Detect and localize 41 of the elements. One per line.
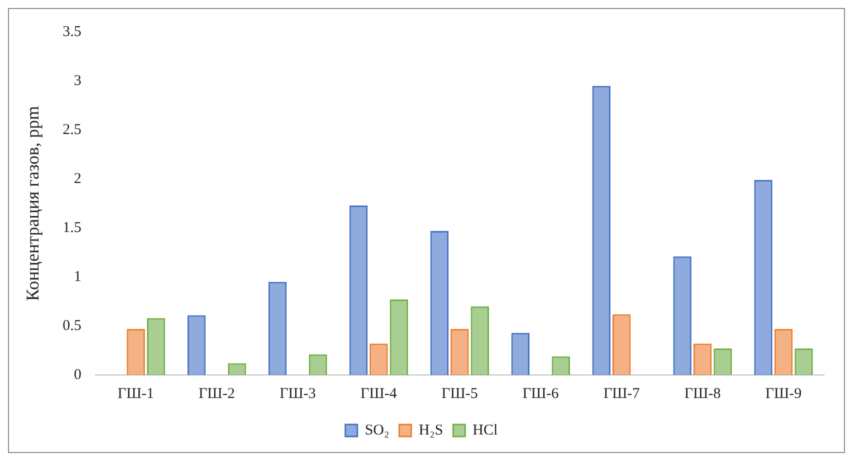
y-axis-title: Концентрация газов, ppm <box>22 106 43 301</box>
y-tick-label: 2.5 <box>62 122 82 138</box>
bar <box>673 256 692 375</box>
bar <box>370 344 388 375</box>
bar <box>390 300 408 375</box>
y-tick-label: 2 <box>74 170 82 187</box>
y-tick-label: 3 <box>74 72 82 89</box>
bar <box>268 282 287 375</box>
bar <box>794 348 813 375</box>
bar <box>349 205 368 375</box>
bar <box>774 328 793 375</box>
y-tick-label: 0.5 <box>62 318 82 334</box>
bar <box>612 314 631 375</box>
x-tick-label: ГШ-6 <box>522 386 560 402</box>
y-tick-label: 3.5 <box>62 24 82 40</box>
x-tick-label: ГШ-9 <box>765 386 802 402</box>
bar <box>511 332 530 375</box>
bar <box>146 318 166 375</box>
x-tick-label: ГШ-3 <box>280 386 316 402</box>
legend-label: H₂S <box>418 422 444 438</box>
bar <box>754 180 772 375</box>
bar <box>450 328 469 375</box>
y-tick-label: 0 <box>74 366 82 383</box>
x-tick-label: ГШ-7 <box>603 386 640 402</box>
x-tick-label: ГШ-8 <box>684 386 721 402</box>
bar <box>714 348 732 375</box>
x-tick-label: ГШ-2 <box>198 386 235 402</box>
bar <box>430 230 449 375</box>
x-tick-label: ГШ-1 <box>118 386 154 402</box>
bar <box>470 306 490 375</box>
legend-label: SO₂ <box>364 422 390 438</box>
x-tick-label: ГШ-5 <box>442 386 478 402</box>
y-tick-label: 1.5 <box>62 220 82 236</box>
bar <box>187 315 206 375</box>
bar <box>126 328 145 375</box>
x-tick-label: ГШ-4 <box>360 386 398 402</box>
bar <box>308 354 328 375</box>
bar <box>592 86 610 375</box>
y-tick-label: 1 <box>74 268 82 285</box>
legend-label: HCl <box>472 422 498 438</box>
bar <box>693 344 712 375</box>
